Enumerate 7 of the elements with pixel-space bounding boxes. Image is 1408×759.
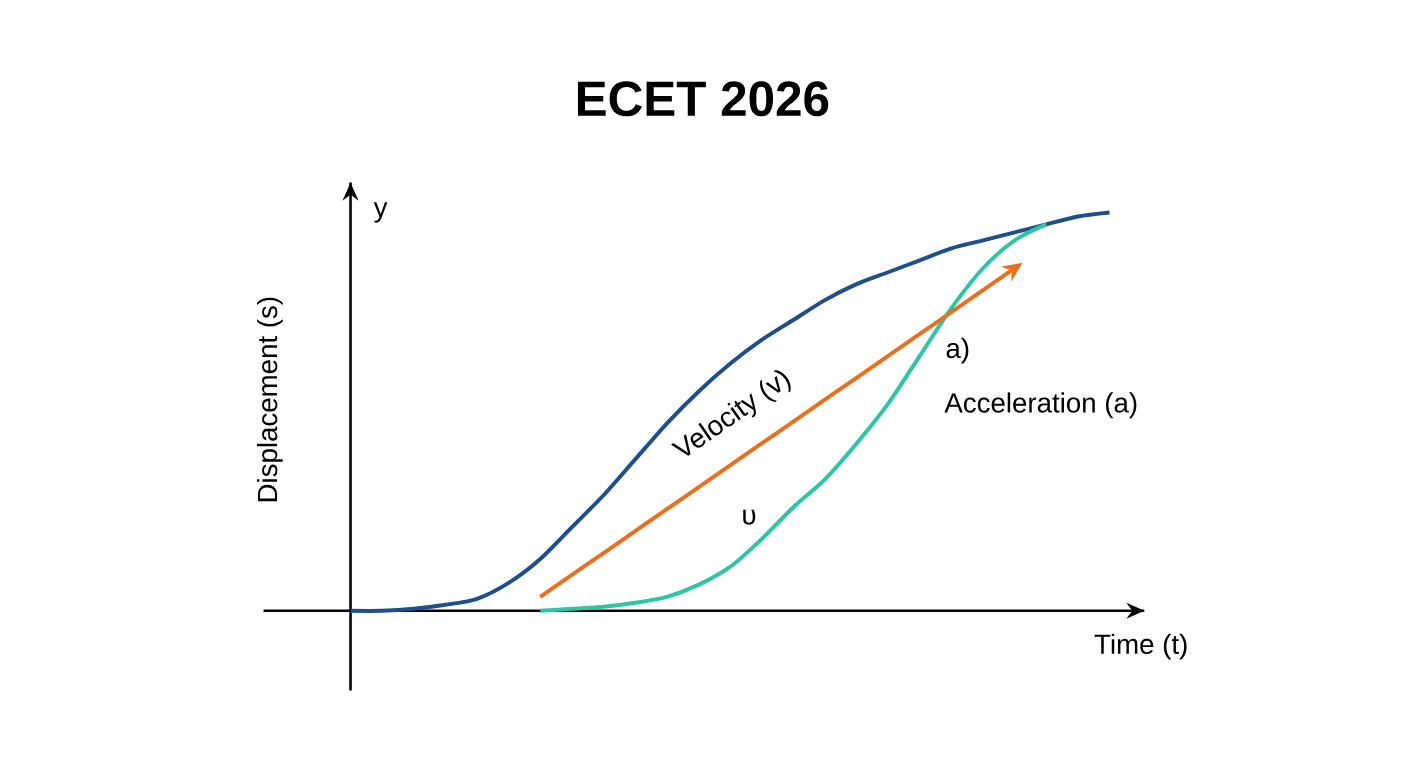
annotation: a)	[946, 337, 969, 364]
annotation: υ	[743, 509, 756, 525]
annotation: y	[373, 202, 388, 223]
annotation: Acceleration (a)	[944, 392, 1137, 419]
chart-title: ECET 2026	[577, 81, 829, 117]
y-axis-title: Displacement (s)	[256, 297, 283, 502]
x-axis-title: Time (t)	[1094, 633, 1187, 660]
